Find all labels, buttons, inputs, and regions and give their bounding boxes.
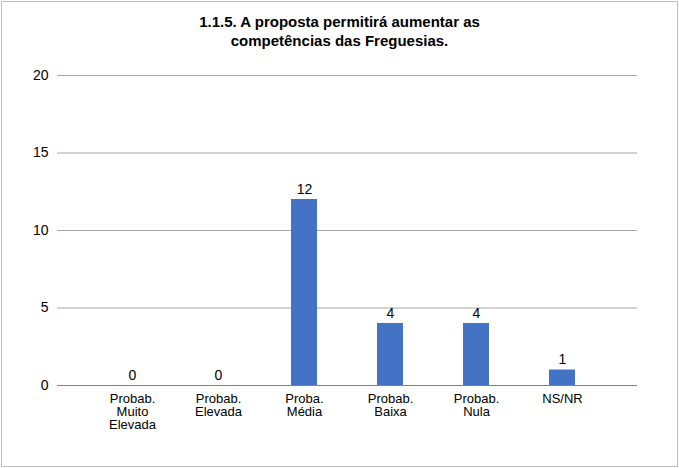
svg-text:0: 0: [215, 367, 223, 383]
svg-text:5: 5: [41, 299, 49, 315]
svg-text:Proba.Média: Proba.Média: [285, 391, 323, 419]
svg-text:0: 0: [41, 377, 49, 393]
svg-text:12: 12: [297, 181, 313, 197]
svg-text:Probab.Baixa: Probab.Baixa: [368, 391, 414, 419]
svg-text:10: 10: [33, 222, 49, 238]
svg-text:Probab.Elevada: Probab.Elevada: [195, 391, 243, 419]
svg-text:4: 4: [387, 305, 395, 321]
svg-text:0: 0: [129, 367, 137, 383]
svg-text:20: 20: [33, 67, 49, 83]
svg-text:Probab.MuitoElevada: Probab.MuitoElevada: [109, 391, 157, 432]
svg-text:NS/NR: NS/NR: [542, 391, 582, 406]
svg-text:Probab.Nula: Probab.Nula: [454, 391, 500, 419]
svg-text:15: 15: [33, 144, 49, 160]
svg-text:1: 1: [559, 351, 567, 367]
svg-text:4: 4: [473, 305, 481, 321]
html-text:1.1.5. A proposta permitirá au: 1.1.5. A proposta permitirá aumentar as …: [199, 13, 480, 49]
